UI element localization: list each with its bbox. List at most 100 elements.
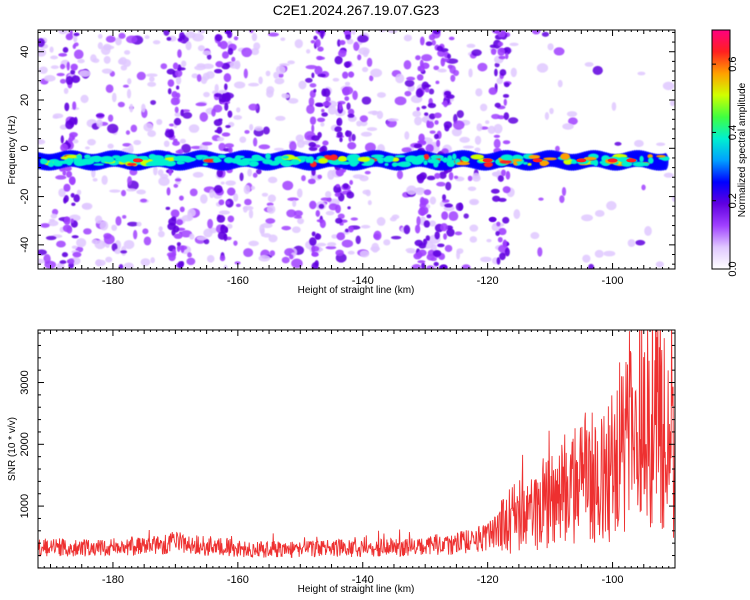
band-core-blob <box>350 160 360 165</box>
band-core-blob <box>560 153 570 160</box>
streak-blob <box>58 52 68 57</box>
streak-blob <box>322 140 329 146</box>
noise-blob <box>197 45 205 52</box>
streak-blob <box>496 221 501 227</box>
streak-blob <box>180 109 185 117</box>
streak-blob <box>69 134 74 142</box>
streak-blob <box>168 128 175 138</box>
noise-blob <box>670 100 675 107</box>
streak-blob <box>72 101 77 110</box>
snr-y-tick-label: 2000 <box>19 432 31 456</box>
band-core-blob <box>430 155 444 159</box>
streak-blob <box>311 252 319 257</box>
noise-blob <box>173 183 179 188</box>
noise-blob <box>588 263 595 269</box>
noise-blob <box>181 60 187 67</box>
noise-blob <box>344 81 351 86</box>
streak-blob <box>218 199 225 206</box>
streak-blob <box>317 117 326 123</box>
streak-blob <box>309 237 317 246</box>
noise-blob <box>287 197 299 202</box>
colorbar-tick-label: 0.0 <box>727 261 739 276</box>
noise-blob <box>168 123 175 127</box>
streak-blob <box>68 176 76 185</box>
noise-blob <box>103 45 115 50</box>
noise-blob <box>453 120 465 130</box>
noise-blob <box>325 191 332 198</box>
noise-blob <box>253 42 261 51</box>
snr-x-tick-label: -180 <box>102 574 124 586</box>
noise-blob <box>549 107 554 115</box>
streak-blob <box>495 231 500 237</box>
noise-blob <box>38 249 47 256</box>
spectrogram-x-tick-label: -100 <box>602 275 624 287</box>
band-core-blob <box>357 156 371 162</box>
noise-blob <box>231 56 236 63</box>
noise-blob <box>192 33 204 42</box>
streak-blob <box>307 178 316 185</box>
noise-blob <box>456 110 464 119</box>
noise-blob <box>492 171 501 177</box>
noise-blob <box>278 72 284 78</box>
streak-blob <box>71 235 79 239</box>
noise-blob <box>206 255 215 263</box>
noise-blob <box>50 213 58 219</box>
band-core-blob <box>405 158 419 163</box>
noise-blob <box>445 181 452 191</box>
streak-blob <box>216 168 224 178</box>
noise-blob <box>403 60 412 70</box>
noise-blob <box>140 198 148 203</box>
streak-blob <box>344 228 349 233</box>
noise-blob <box>126 88 132 99</box>
streak-blob <box>166 36 172 41</box>
band-peak <box>482 158 493 163</box>
noise-blob <box>103 55 111 64</box>
streak-blob <box>428 34 436 41</box>
streak-blob <box>175 69 183 78</box>
noise-blob <box>45 235 57 241</box>
noise-blob <box>153 166 158 176</box>
streak-blob <box>338 102 343 111</box>
noise-blob <box>378 30 387 33</box>
noise-blob <box>594 249 604 258</box>
streak-blob <box>432 30 441 35</box>
noise-blob <box>510 67 517 78</box>
streak-blob <box>342 71 349 79</box>
snr-y-tick-label: 1000 <box>19 494 31 518</box>
streak-blob <box>439 223 449 232</box>
band-core-blob <box>93 163 105 166</box>
streak-blob <box>73 32 80 37</box>
noise-blob <box>366 57 373 67</box>
noise-blob <box>174 106 179 114</box>
streak-blob <box>177 37 183 42</box>
noise-blob <box>202 50 212 56</box>
noise-blob <box>367 110 380 115</box>
snr-background <box>38 330 675 568</box>
streak-blob <box>435 80 440 85</box>
noise-blob <box>267 194 276 203</box>
band-core-blob <box>427 158 440 164</box>
band-core-blob <box>182 156 194 163</box>
noise-blob <box>433 65 440 71</box>
band-core-blob <box>370 154 385 159</box>
streak-blob <box>166 187 171 196</box>
noise-blob <box>107 114 114 122</box>
streak-blob <box>346 191 355 199</box>
streak-blob <box>493 134 501 138</box>
band-peak <box>607 158 618 163</box>
noise-blob <box>203 91 210 98</box>
noise-blob <box>126 35 138 44</box>
band-core-blob <box>150 155 165 161</box>
noise-blob <box>262 233 272 238</box>
noise-blob <box>582 254 591 263</box>
streak-blob <box>172 62 179 70</box>
noise-blob <box>105 256 113 263</box>
noise-blob <box>252 172 258 178</box>
streak-blob <box>497 41 504 47</box>
streak-blob <box>214 129 221 133</box>
noise-blob <box>297 188 303 198</box>
spectrogram-x-axis-label: Height of straight line (km) <box>298 285 415 296</box>
noise-blob <box>234 261 241 265</box>
noise-blob <box>603 250 616 257</box>
noise-blob <box>121 189 127 197</box>
